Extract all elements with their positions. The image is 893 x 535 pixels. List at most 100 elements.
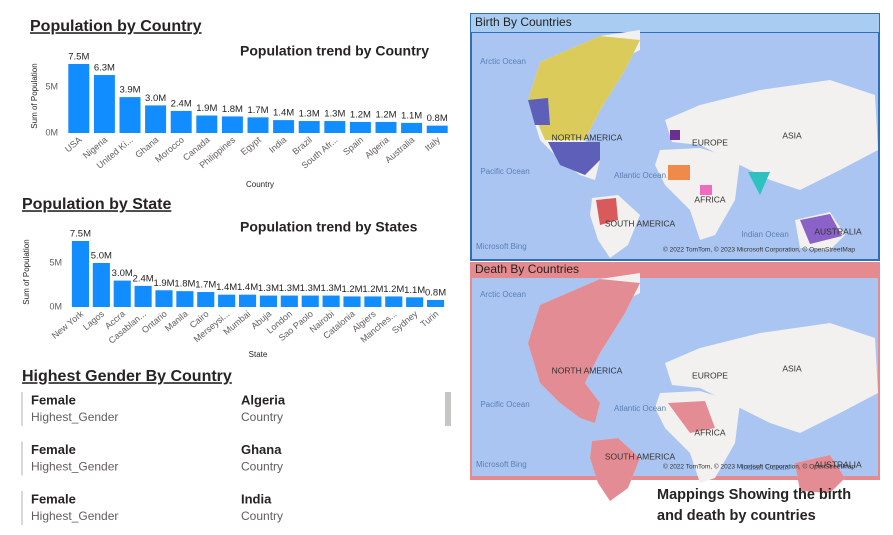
value-label: 0.8M xyxy=(425,287,446,298)
value-label: 6.3M xyxy=(94,63,115,74)
x-axis-label: Country xyxy=(246,180,274,189)
value-label: 1.1M xyxy=(401,110,422,121)
map-label: Atlantic Ocean xyxy=(614,404,666,413)
bar xyxy=(119,97,141,133)
card-label: Country xyxy=(241,509,283,523)
bar xyxy=(343,296,361,307)
map-label: Pacific Ocean xyxy=(480,167,529,176)
birth-region xyxy=(800,214,842,244)
bar xyxy=(259,295,278,307)
map-label: NORTH AMERICA xyxy=(552,365,623,375)
value-label: 1.7M xyxy=(195,280,216,291)
value-label: 5.0M xyxy=(91,251,112,262)
gender-cards: Female Highest_Gender Algeria Country Female… xyxy=(21,392,286,525)
bar xyxy=(349,121,371,133)
value-label: 3.0M xyxy=(145,93,166,104)
value-label: 1.4M xyxy=(216,282,237,293)
value-label: 1.8M xyxy=(174,279,195,290)
value-label: 2.4M xyxy=(133,273,154,284)
value-label: 1.2M xyxy=(375,109,396,120)
bar xyxy=(426,125,448,133)
value-label: 1.4M xyxy=(237,282,258,293)
card-value: Ghana xyxy=(241,442,282,457)
x-axis-label: State xyxy=(249,350,268,359)
bar xyxy=(324,121,346,133)
death-map-title: Death By Countries xyxy=(475,262,579,276)
bar xyxy=(176,291,194,307)
bar xyxy=(155,290,173,307)
bar xyxy=(113,280,131,307)
map-label: Atlantic Ocean xyxy=(614,171,666,180)
map-label: Indian Ocean xyxy=(741,230,789,239)
value-label: 1.2M xyxy=(350,109,371,120)
caption: Mappings Showing the birth xyxy=(657,487,851,503)
map-label: AFRICA xyxy=(694,427,726,437)
card-value: Female xyxy=(31,442,76,457)
value-label: 1.3M xyxy=(299,109,320,120)
value-label: 1.1M xyxy=(404,285,425,296)
map-label: Arctic Ocean xyxy=(480,290,526,299)
y-tick-label: 5M xyxy=(45,81,58,91)
death-region xyxy=(668,401,715,433)
y-tick-label: 0M xyxy=(45,127,58,137)
birth-region xyxy=(528,98,550,125)
bar xyxy=(170,110,192,133)
bar xyxy=(426,299,445,307)
y-axis-label: Sum of Population xyxy=(22,239,31,304)
value-label: 1.3M xyxy=(258,283,279,294)
x-tick-label: USA xyxy=(63,135,84,155)
bar xyxy=(280,295,298,307)
section-heading: Population by State xyxy=(22,196,171,213)
bar xyxy=(218,294,236,307)
birth-region xyxy=(528,36,640,140)
value-label: 3.9M xyxy=(119,85,140,96)
birth-region xyxy=(548,142,600,175)
map-label: ASIA xyxy=(782,363,802,373)
value-label: 1.3M xyxy=(300,283,321,294)
card-label: Country xyxy=(241,460,283,474)
bar xyxy=(68,64,90,133)
death-region xyxy=(795,455,845,493)
value-label: 3.0M xyxy=(112,268,133,279)
value-label: 1.4M xyxy=(273,108,294,119)
value-label: 2.4M xyxy=(171,98,192,109)
bar xyxy=(196,115,218,133)
map-label: SOUTH AMERICA xyxy=(605,218,676,228)
map-label: Indian Ocean xyxy=(741,463,789,472)
map-label: EUROPE xyxy=(692,137,728,147)
map-label: Pacific Ocean xyxy=(480,400,529,409)
map-label: ASIA xyxy=(782,130,802,140)
scrollbar[interactable] xyxy=(445,392,451,426)
card-label: Country xyxy=(241,410,283,424)
bar xyxy=(301,295,319,307)
value-label: 1.9M xyxy=(153,278,174,289)
x-tick-label: Egypt xyxy=(239,134,263,157)
bar xyxy=(401,122,423,133)
card-value: Algeria xyxy=(241,392,286,407)
bar xyxy=(92,263,110,307)
value-label: 1.2M xyxy=(362,284,383,295)
x-tick-label: Spain xyxy=(341,135,365,157)
card-value: India xyxy=(241,491,272,506)
bar xyxy=(406,297,424,307)
value-label: 7.5M xyxy=(70,229,91,240)
bar xyxy=(385,296,403,307)
y-axis-label: Sum of Population xyxy=(30,63,39,128)
birth-map-titlebar xyxy=(471,14,879,32)
value-label: 0.8M xyxy=(427,113,448,124)
bar xyxy=(93,75,115,133)
birth-region xyxy=(668,165,690,180)
death-region xyxy=(590,438,640,501)
map-labels: Arctic Ocean NORTH AMERICA EUROPE ASIA Atlan… xyxy=(480,57,862,239)
value-label: 1.3M xyxy=(321,283,342,294)
chart-title: Population trend by States xyxy=(240,219,418,235)
value-label: 1.3M xyxy=(279,283,300,294)
map-label: AFRICA xyxy=(694,194,726,204)
death-region xyxy=(528,279,640,423)
value-label: 1.9M xyxy=(196,103,217,114)
map-label: NORTH AMERICA xyxy=(552,132,623,142)
bar xyxy=(375,121,397,133)
value-label: 1.2M xyxy=(383,284,404,295)
birth-region xyxy=(748,172,770,195)
x-tick-label: Manila xyxy=(163,309,190,334)
